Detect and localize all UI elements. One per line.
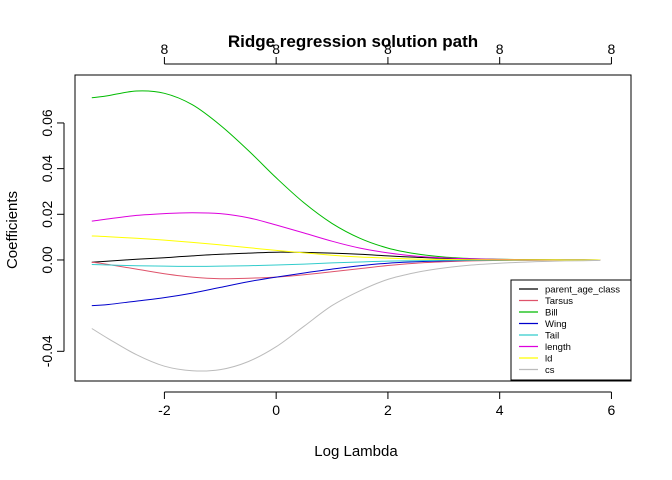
top-tick-label: 8 xyxy=(272,41,280,57)
legend-label-Tail: Tail xyxy=(545,331,559,342)
legend-label-parent_age_class: parent_age_class xyxy=(545,285,620,296)
legend-label-length: length xyxy=(545,342,571,353)
bottom-axis: -2 0 2 4 6 xyxy=(158,391,616,418)
series-line-parent_age_class xyxy=(91,251,601,263)
legend-label-Bill: Bill xyxy=(545,308,558,319)
x-tick-label: 4 xyxy=(496,402,504,418)
y-tick-label: 0.00 xyxy=(39,246,55,273)
x-tick-label: 0 xyxy=(272,402,280,418)
top-axis: 8 8 8 8 8 xyxy=(161,41,616,65)
legend-label-Wing: Wing xyxy=(545,319,567,330)
x-tick-label: -2 xyxy=(158,402,171,418)
left-axis: -0.04 0.00 0.02 0.04 0.06 xyxy=(39,109,65,367)
y-tick-label: 0.06 xyxy=(39,109,55,136)
legend: parent_age_classTarsusBillWingTaillength… xyxy=(510,279,632,381)
x-tick-label: 6 xyxy=(608,402,616,418)
series-line-length xyxy=(91,212,601,261)
y-tick-label: 0.02 xyxy=(39,200,55,227)
series-line-Bill xyxy=(91,90,601,261)
top-tick-label: 8 xyxy=(161,41,169,57)
x-axis-title: Log Lambda xyxy=(314,443,398,460)
top-tick-label: 8 xyxy=(608,41,616,57)
y-tick-label: -0.04 xyxy=(39,335,55,367)
legend-label-ld: ld xyxy=(545,354,552,365)
y-axis-title: Coefficients xyxy=(4,191,21,269)
series-line-cs xyxy=(91,259,601,372)
x-tick-label: 2 xyxy=(384,402,392,418)
series-layer xyxy=(91,90,601,372)
legend-box xyxy=(510,279,632,381)
y-tick-label: 0.04 xyxy=(39,155,55,182)
top-tick-label: 8 xyxy=(496,41,504,57)
series-line-ld xyxy=(91,235,601,261)
legend-label-cs: cs xyxy=(545,365,555,376)
plot-box xyxy=(74,74,632,382)
legend-label-Tarsus: Tarsus xyxy=(545,296,573,307)
top-tick-label: 8 xyxy=(384,41,392,57)
series-line-Tail xyxy=(91,259,601,267)
chart-title: Ridge regression solution path xyxy=(228,32,478,51)
